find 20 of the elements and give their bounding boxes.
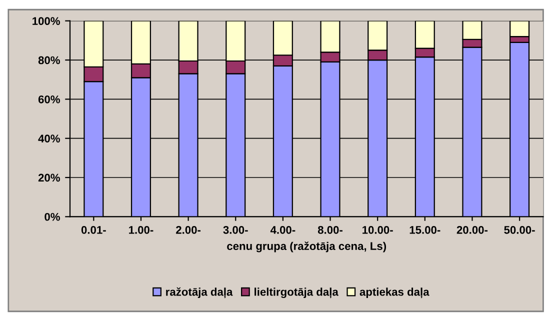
y-tick-label: 0% <box>44 212 60 221</box>
x-tick-label: 10.00- <box>362 226 393 234</box>
y-tick-label: 100% <box>32 17 60 25</box>
legend-label: ražotāja daļa <box>166 287 233 298</box>
y-tick-label: 40% <box>38 134 60 142</box>
y-tick-label: 20% <box>38 174 60 182</box>
x-tick-label: 0.01- <box>81 226 106 234</box>
legend-label: lieltirgotāja daļa <box>254 288 338 298</box>
x-tick-label: 1.00- <box>129 226 154 234</box>
x-tick-label: 8.00- <box>318 226 342 234</box>
legend-label: aptiekas daļa <box>360 288 430 298</box>
y-tick-label: 60% <box>38 95 60 104</box>
x-tick-label: 20.00- <box>456 226 488 234</box>
x-axis-title: cenu grupa (ražotāja cena, Ls) <box>227 242 386 252</box>
x-tick-label: 50.00- <box>504 226 535 234</box>
x-tick-label: 3.00- <box>223 226 248 234</box>
x-tick-label: 15.00- <box>410 226 440 234</box>
y-tick-label: 80% <box>38 56 60 64</box>
x-tick-label: 4.00- <box>270 226 296 234</box>
x-tick-label: 2.00- <box>176 226 201 234</box>
